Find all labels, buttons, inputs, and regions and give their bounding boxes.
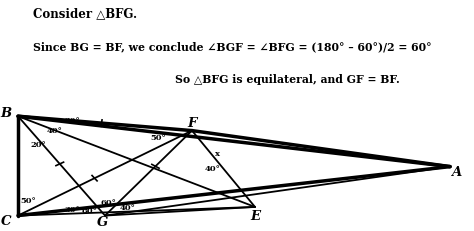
Text: 40°: 40° — [47, 127, 63, 135]
Text: C: C — [1, 215, 11, 228]
Text: B: B — [0, 107, 12, 120]
Text: 40°: 40° — [205, 165, 221, 173]
Text: A: A — [451, 166, 461, 179]
Text: x: x — [216, 150, 220, 158]
Text: E: E — [250, 210, 260, 223]
Text: F: F — [187, 117, 197, 130]
Text: 30°: 30° — [64, 206, 80, 214]
Text: 50°: 50° — [20, 197, 36, 205]
Text: 50°: 50° — [150, 134, 166, 142]
Text: 20°: 20° — [64, 116, 80, 125]
Text: Since BG = BF, we conclude ∠BGF = ∠BFG = (180° – 60°)/2 = 60°: Since BG = BF, we conclude ∠BGF = ∠BFG =… — [33, 42, 432, 53]
Text: 80°: 80° — [82, 207, 98, 215]
Text: G: G — [97, 216, 109, 229]
Text: 60°: 60° — [100, 199, 116, 207]
Text: 20°: 20° — [30, 141, 46, 149]
Text: Consider △BFG.: Consider △BFG. — [33, 7, 137, 20]
Text: 40°: 40° — [120, 204, 136, 212]
Text: So △BFG is equilateral, and GF = BF.: So △BFG is equilateral, and GF = BF. — [175, 74, 400, 85]
